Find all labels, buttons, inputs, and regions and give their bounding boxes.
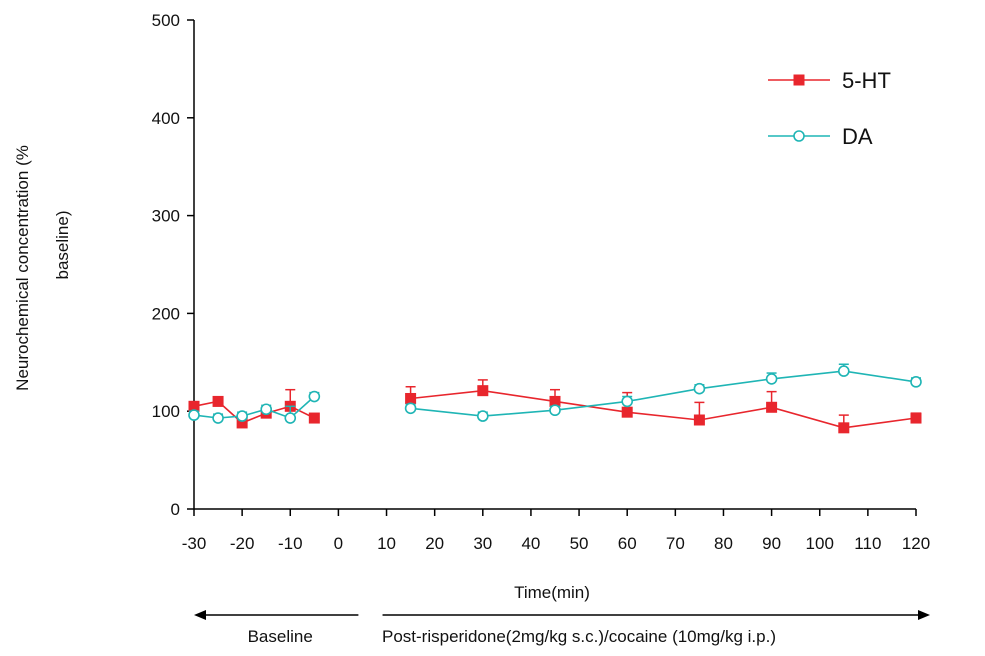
da-point xyxy=(837,365,850,377)
5-ht-line xyxy=(410,389,917,429)
x-tick-label: 110 xyxy=(854,534,881,553)
x-axis: -30 -20 -10 0 10 20 30 40 50 60 70 80 90 100 110 120 xyxy=(182,508,930,553)
da-point xyxy=(621,395,634,408)
5-ht-point xyxy=(188,400,200,412)
y-axis-label-line2: baseline) xyxy=(53,211,72,280)
da-point xyxy=(910,376,922,388)
da-point xyxy=(308,390,321,403)
legend-marker-da xyxy=(793,130,805,142)
plot-area xyxy=(188,363,922,434)
da-point xyxy=(188,409,200,421)
x-tick-label: 30 xyxy=(473,534,492,553)
y-tick-label: 400 xyxy=(152,109,180,128)
x-tick-label: -10 xyxy=(278,534,303,553)
x-tick-label: 80 xyxy=(714,534,733,553)
y-tick-label: 200 xyxy=(152,304,180,323)
x-tick-label: 40 xyxy=(521,534,540,553)
baseline-arrow-head xyxy=(194,610,206,620)
da-point xyxy=(284,412,297,424)
x-tick-label: 120 xyxy=(902,534,930,553)
x-tick-label: 90 xyxy=(762,534,781,553)
5-ht-point xyxy=(549,395,561,407)
da-line xyxy=(410,370,917,417)
x-tick-label: 50 xyxy=(570,534,589,553)
post-phase-label: Post-risperidone(2mg/kg s.c.)/cocaine (1… xyxy=(382,627,776,646)
da-point xyxy=(693,382,706,395)
legend-label-5-ht: 5-HT xyxy=(842,68,891,93)
da-point xyxy=(212,412,224,424)
x-tick-label: 100 xyxy=(806,534,834,553)
y-axis: 0 100 200 300 400 500 xyxy=(152,11,195,519)
y-tick-label: 100 xyxy=(152,402,180,421)
5-ht-point xyxy=(621,406,633,418)
y-tick-label: 300 xyxy=(152,207,180,226)
x-tick-label: -20 xyxy=(230,534,255,553)
y-axis-label-line1: Neurochemical concentration (% xyxy=(13,145,32,391)
x-tick-label: 70 xyxy=(666,534,685,553)
x-axis-label: Time(min) xyxy=(514,583,590,602)
x-tick-label: 60 xyxy=(618,534,637,553)
x-tick-label: -30 xyxy=(182,534,207,553)
x-tick-label: 0 xyxy=(334,534,343,553)
5-ht-point xyxy=(212,395,224,407)
legend-marker-5-ht xyxy=(793,74,805,86)
5-ht-point xyxy=(693,414,705,426)
da-point xyxy=(404,402,417,415)
post-arrow-head xyxy=(918,610,930,620)
5-ht-point xyxy=(838,422,850,434)
da-point xyxy=(765,373,778,385)
legend-label-da: DA xyxy=(842,124,873,149)
da-point xyxy=(476,410,489,422)
5-ht-point xyxy=(308,412,320,424)
y-tick-label: 0 xyxy=(171,500,180,519)
da-point xyxy=(260,403,273,416)
5-ht-point xyxy=(236,417,248,429)
da-line xyxy=(193,395,315,419)
x-tick-label: 10 xyxy=(377,534,396,553)
y-tick-label: 500 xyxy=(152,11,180,30)
da-point xyxy=(549,404,561,417)
5-ht-point xyxy=(477,385,489,397)
x-tick-label: 20 xyxy=(425,534,444,553)
da-point xyxy=(236,410,248,422)
baseline-phase-label: Baseline xyxy=(248,627,313,646)
legend: 5-HT DA xyxy=(768,68,891,149)
5-ht-point xyxy=(910,412,922,424)
phase-annotations: Baseline Post-risperidone(2mg/kg s.c.)/co… xyxy=(194,610,930,646)
5-ht-point xyxy=(766,401,778,413)
5-ht-point xyxy=(405,392,417,404)
